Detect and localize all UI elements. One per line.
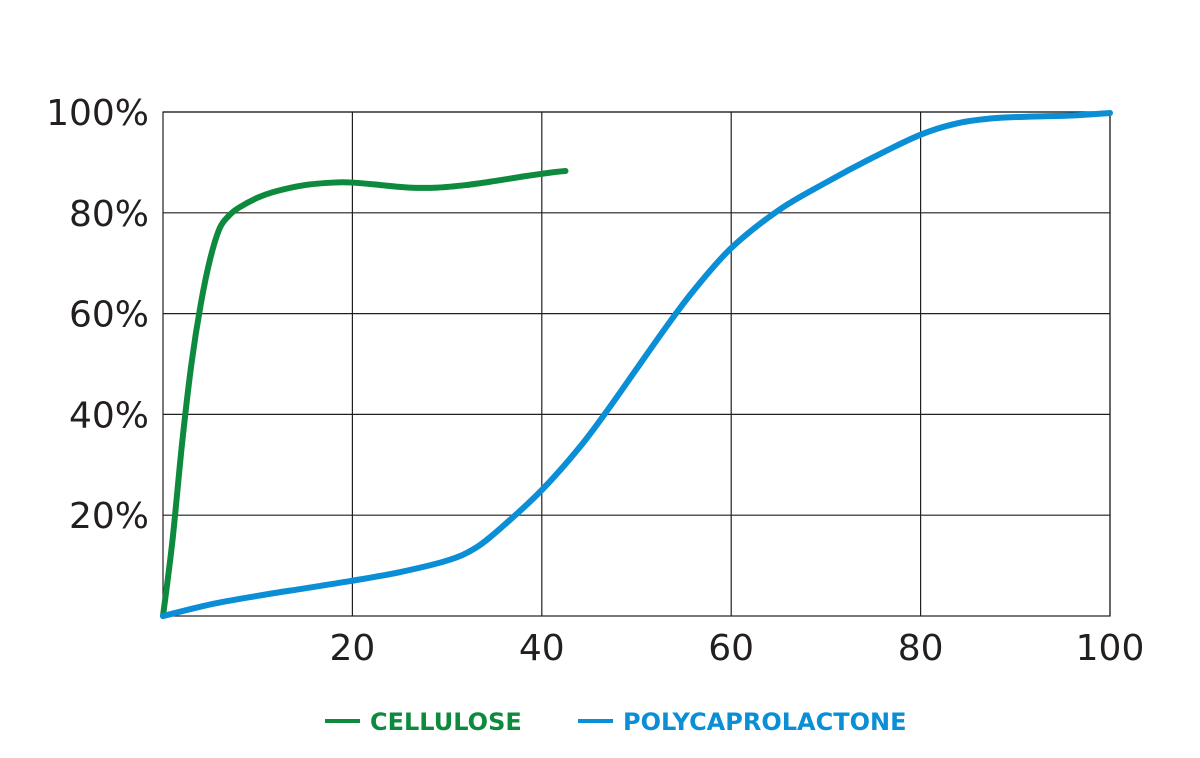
x-axis-tick-labels: 20 40 60 80 100 [329, 628, 1144, 669]
x-tick-label: 40 [519, 628, 565, 669]
y-tick-label: 40% [69, 395, 149, 436]
y-axis-tick-labels: 20% 40% 60% 80% 100% [46, 93, 149, 537]
series-lines [160, 110, 1113, 619]
legend: CELLULOSE POLYCAPROLACTONE [325, 708, 906, 736]
legend-label: POLYCAPROLACTONE [623, 708, 906, 736]
x-tick-label: 20 [329, 628, 375, 669]
series-line-polycaprolactone [160, 110, 1113, 619]
grid [162, 111, 1111, 617]
y-tick-label: 20% [69, 496, 149, 537]
x-tick-label: 80 [898, 628, 944, 669]
x-tick-label: 60 [708, 628, 754, 669]
series-line-cellulose [160, 167, 569, 619]
y-tick-label: 100% [46, 93, 149, 134]
legend-label: CELLULOSE [370, 708, 522, 736]
legend-item-polycaprolactone: POLYCAPROLACTONE [578, 708, 906, 736]
x-tick-label: 100 [1076, 628, 1145, 669]
y-tick-label: 60% [69, 295, 149, 336]
y-tick-label: 80% [69, 194, 149, 235]
legend-item-cellulose: CELLULOSE [325, 708, 522, 736]
